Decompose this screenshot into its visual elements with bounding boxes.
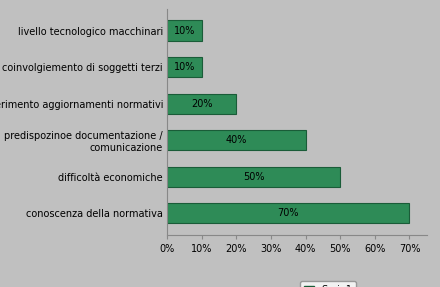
Bar <box>167 57 202 77</box>
Text: 70%: 70% <box>278 208 299 218</box>
Text: 20%: 20% <box>191 99 213 109</box>
Legend: Serie1: Serie1 <box>300 281 356 287</box>
Bar <box>167 203 410 224</box>
Bar <box>167 94 236 114</box>
Text: 10%: 10% <box>174 62 195 72</box>
Bar <box>167 130 306 150</box>
Bar <box>167 20 202 40</box>
Text: 40%: 40% <box>226 135 247 145</box>
Text: 50%: 50% <box>243 172 264 182</box>
Bar <box>167 167 340 187</box>
Text: 10%: 10% <box>174 26 195 36</box>
